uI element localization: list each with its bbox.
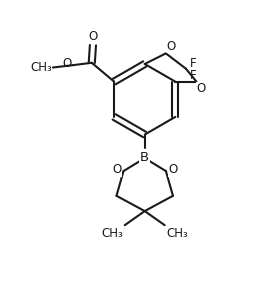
Text: B: B: [140, 151, 149, 164]
Text: CH₃: CH₃: [102, 227, 123, 240]
Text: CH₃: CH₃: [30, 61, 52, 74]
Text: F: F: [190, 69, 196, 82]
Text: CH₃: CH₃: [166, 227, 188, 240]
Text: O: O: [62, 57, 72, 70]
Text: O: O: [88, 30, 97, 43]
Text: O: O: [112, 163, 121, 176]
Text: O: O: [166, 40, 175, 53]
Text: O: O: [197, 82, 206, 95]
Text: O: O: [168, 163, 178, 176]
Text: F: F: [190, 57, 196, 70]
